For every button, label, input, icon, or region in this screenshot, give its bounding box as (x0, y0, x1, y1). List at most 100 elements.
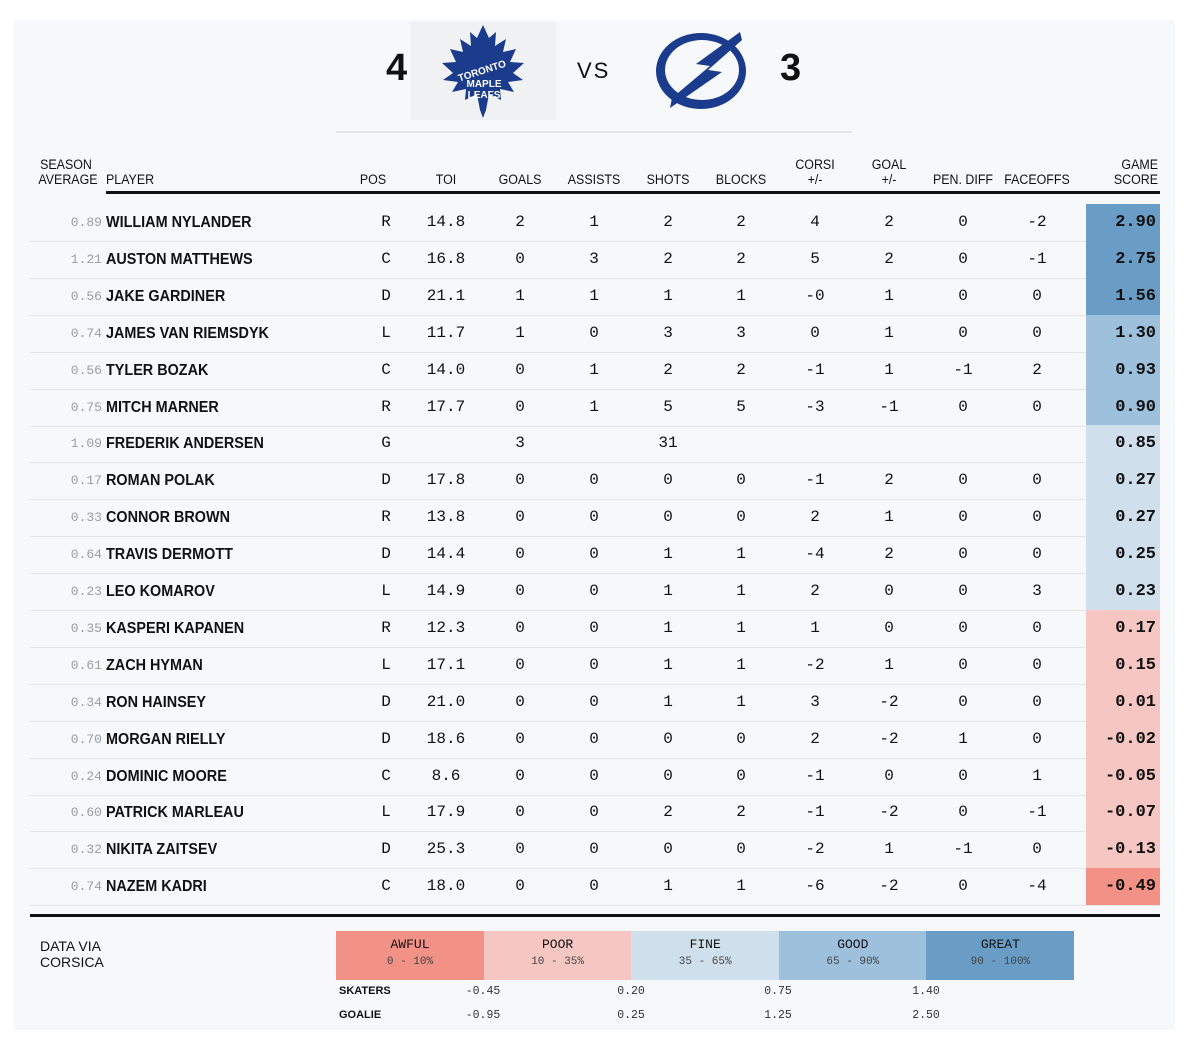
goals-cell: 1 (515, 286, 525, 305)
blocks-cell: 1 (736, 618, 746, 637)
corsi-cell: -3 (805, 397, 825, 416)
position-cell: D (381, 729, 391, 748)
penalty-diff-cell: 0 (958, 877, 968, 896)
table-row: 0.34 RON HAINSEY D 21.0 0 0 1 1 3 -2 0 0 0.01 (30, 683, 1160, 722)
position-cell: R (381, 508, 391, 527)
goal-plus-minus-cell: 1 (884, 508, 894, 527)
position-cell: D (381, 692, 391, 711)
blocks-cell: 0 (736, 471, 746, 490)
table-row: 0.74 NAZEM KADRI C 18.0 0 0 1 1 -6 -2 0 -4 -0.49 (30, 868, 1160, 907)
faceoffs-cell: -1 (1027, 803, 1047, 822)
goals-cell: 0 (515, 508, 525, 527)
blocks-cell: 1 (736, 692, 746, 711)
box-score-card (14, 20, 1175, 1030)
col-season-average-line1: SEASON (40, 157, 92, 172)
position-cell: L (381, 803, 391, 822)
blocks-cell: 0 (736, 508, 746, 527)
player-name-cell: FREDERIK ANDERSEN (106, 435, 264, 453)
penalty-diff-cell: 0 (958, 803, 968, 822)
season-average-cell: 0.33 (70, 510, 102, 526)
player-name-cell: ZACH HYMAN (106, 656, 203, 674)
col-blocks: BLOCKS (715, 172, 767, 187)
game-score-cell: 0.25 (1086, 536, 1160, 574)
shots-cell: 2 (663, 803, 673, 822)
table-row: 0.23 LEO KOMAROV L 14.9 0 0 1 1 2 0 0 3 0.23 (30, 573, 1160, 611)
game-score-cell: 0.17 (1086, 609, 1160, 647)
season-average-cell: 0.70 (70, 731, 102, 747)
position-cell: G (381, 434, 391, 453)
table-row: 1.09 FREDERIK ANDERSEN G 3 31 0.85 (30, 425, 1160, 464)
faceoffs-cell: 0 (1032, 729, 1042, 748)
corsi-cell: 4 (810, 213, 820, 231)
season-average-cell: 0.23 (70, 584, 102, 599)
time-on-ice-cell: 14.9 (426, 582, 466, 600)
goals-cell: 0 (515, 655, 525, 674)
position-cell: C (381, 249, 391, 268)
goal-plus-minus-cell: 2 (884, 213, 894, 231)
blocks-cell: 1 (736, 286, 746, 305)
table-row: 0.89 WILLIAM NYLANDER R 14.8 2 1 2 2 4 2 0 -2 2.90 (30, 204, 1160, 242)
assists-cell: 1 (589, 213, 599, 231)
shots-cell: 0 (663, 471, 673, 490)
skater-threshold: 1.40 (912, 985, 940, 998)
time-on-ice-cell: 14.8 (426, 213, 466, 231)
shots-cell: 5 (663, 397, 673, 416)
table-row: 0.56 TYLER BOZAK C 14.0 0 1 2 2 -1 1 -1 2 0.93 (30, 351, 1160, 390)
legend-label: AWFUL (390, 937, 430, 952)
blocks-cell: 2 (736, 249, 746, 268)
player-name-cell: DOMINIC MOORE (106, 767, 227, 785)
blocks-cell (711, 425, 771, 462)
game-score-cell: 0.15 (1086, 646, 1160, 684)
goal-plus-minus-cell: -2 (879, 692, 899, 711)
table-row: 1.21 AUSTON MATTHEWS C 16.8 0 3 2 2 5 2 0 -1 2.75 (30, 240, 1160, 279)
shots-cell: 1 (663, 655, 673, 674)
game-score-cell: -0.49 (1086, 868, 1160, 906)
corsi-cell: 2 (810, 508, 820, 527)
assists-cell: 1 (589, 397, 599, 416)
col-goal-line1: GOAL (871, 157, 907, 172)
goal-plus-minus-cell: 1 (884, 360, 894, 379)
season-average-cell: 1.09 (70, 436, 102, 452)
skater-threshold: -0.45 (465, 985, 501, 998)
time-on-ice-cell: 17.9 (426, 803, 466, 822)
blocks-cell: 3 (736, 323, 746, 342)
time-on-ice-cell: 17.8 (426, 471, 466, 490)
season-average-cell: 0.34 (70, 694, 102, 710)
game-score-cell: 1.56 (1086, 277, 1160, 315)
season-average-cell: 0.56 (70, 362, 102, 378)
assists-cell: 0 (589, 803, 599, 822)
assists-cell: 1 (589, 360, 599, 379)
shots-cell: 31 (658, 434, 678, 453)
assists-cell: 0 (589, 840, 599, 859)
legend-range: 10 - 35% (531, 956, 584, 968)
assists-cell: 0 (589, 323, 599, 342)
faceoffs-cell: 0 (1032, 692, 1042, 711)
shots-cell: 2 (663, 213, 673, 231)
faceoffs-cell: -4 (1027, 877, 1047, 896)
goalie-threshold: 1.25 (764, 1009, 792, 1022)
corsi-cell: 0 (810, 323, 820, 342)
goals-cell: 0 (515, 582, 525, 600)
season-average-cell: 0.17 (70, 473, 102, 489)
assists-cell (564, 425, 624, 462)
header-divider (336, 131, 852, 133)
penalty-diff-cell: 0 (958, 508, 968, 527)
legend-range: 0 - 10% (386, 956, 434, 968)
table-row: 0.64 TRAVIS DERMOTT D 14.4 0 0 1 1 -4 2 0 0 0.25 (30, 536, 1160, 575)
season-average-cell: 0.74 (70, 325, 102, 341)
faceoffs-cell: 2 (1032, 360, 1042, 379)
goals-cell: 3 (515, 434, 525, 453)
goal-plus-minus-cell: -2 (879, 877, 899, 896)
lightning-logo (652, 26, 750, 116)
col-player: PLAYER (106, 172, 155, 187)
time-on-ice-cell: 14.4 (426, 545, 466, 564)
position-cell: C (381, 877, 391, 896)
game-score-cell: 2.75 (1086, 240, 1160, 278)
penalty-diff-cell (933, 425, 993, 462)
col-corsi-line1: CORSI (795, 157, 835, 172)
penalty-diff-cell: 0 (958, 286, 968, 305)
game-score-cell: 0.85 (1086, 425, 1160, 463)
goals-cell: 0 (515, 360, 525, 379)
position-cell: D (381, 840, 391, 859)
penalty-diff-cell: 0 (958, 545, 968, 564)
